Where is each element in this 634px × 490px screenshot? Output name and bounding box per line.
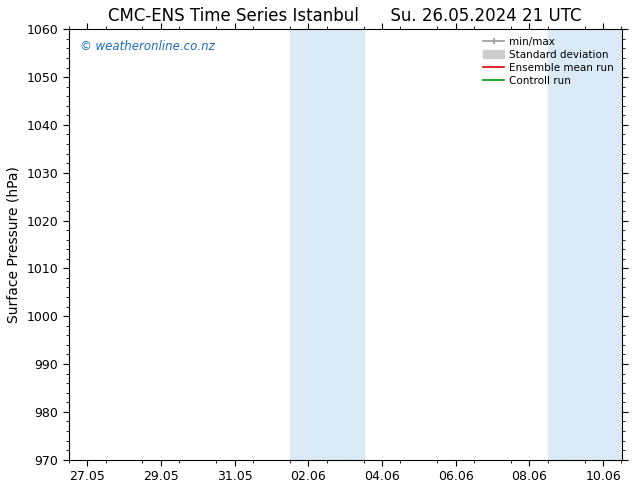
Legend: min/max, Standard deviation, Ensemble mean run, Controll run: min/max, Standard deviation, Ensemble me… — [479, 32, 618, 90]
Bar — [548, 29, 621, 460]
Y-axis label: Surface Pressure (hPa): Surface Pressure (hPa) — [7, 166, 21, 323]
Title: CMC-ENS Time Series Istanbul      Su. 26.05.2024 21 UTC: CMC-ENS Time Series Istanbul Su. 26.05.2… — [108, 7, 582, 25]
Text: © weatheronline.co.nz: © weatheronline.co.nz — [80, 40, 214, 53]
Bar — [290, 29, 363, 460]
